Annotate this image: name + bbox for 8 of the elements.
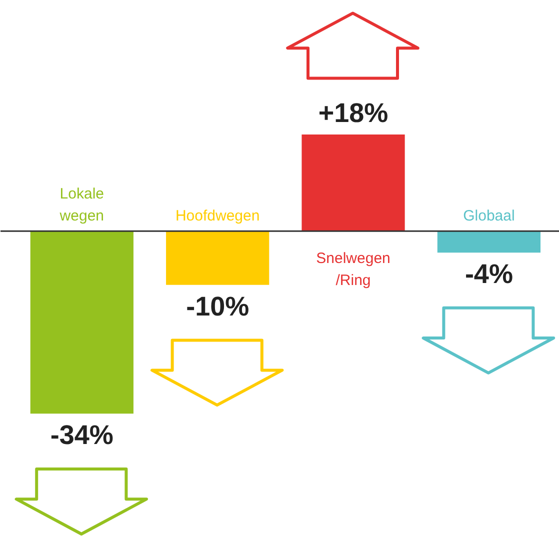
x-tick-label: Globaal	[463, 208, 515, 225]
x-tick-label: Lokale wegen	[58, 186, 104, 225]
x-tick-label: Snelwegen /Ring	[316, 250, 390, 290]
data-label: -10%	[186, 291, 250, 322]
data-label: -34%	[50, 420, 114, 450]
x-tick-label: Hoofdwegen	[175, 208, 260, 225]
data-label: +18%	[318, 98, 388, 128]
data-label: -4%	[464, 259, 513, 290]
